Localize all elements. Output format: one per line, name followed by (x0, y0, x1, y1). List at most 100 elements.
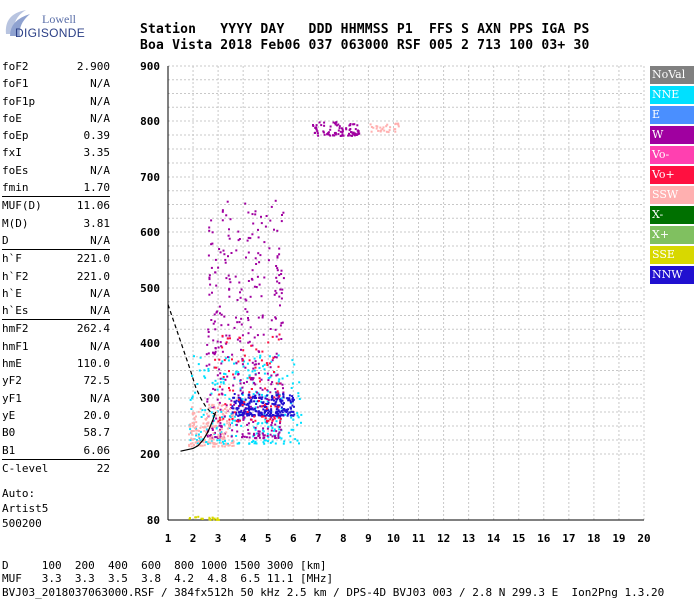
virtual-height-curve (167, 304, 216, 416)
echo-point (241, 391, 244, 394)
echo-point (290, 410, 293, 413)
param-value: 262.4 (76, 322, 110, 336)
echo-point (250, 398, 253, 401)
echo-point (235, 249, 238, 252)
echo-point (271, 381, 274, 384)
echo-point (242, 418, 245, 421)
echo-point (188, 443, 191, 446)
param-row: hmF2 262.4 (2, 320, 110, 337)
param-label: yF2 (2, 374, 22, 388)
echo-point (245, 403, 248, 406)
echo-point (231, 419, 234, 422)
echo-point (377, 129, 380, 132)
echo-point (215, 442, 218, 445)
echo-point (210, 219, 213, 222)
param-value: 221.0 (76, 269, 110, 283)
echo-point (264, 225, 267, 228)
echo-point (258, 436, 261, 439)
echo-point (287, 413, 290, 416)
echo-point (264, 421, 267, 424)
echo-point (269, 413, 271, 416)
echo-point (202, 441, 205, 444)
echo-point (261, 401, 264, 404)
echo-point (202, 422, 205, 425)
echo-point (263, 442, 266, 445)
echo-point (341, 128, 344, 131)
echo-point (267, 377, 270, 380)
echo-point (276, 398, 279, 401)
echo-point (268, 247, 271, 250)
echo-point (277, 433, 280, 436)
echo-point (292, 411, 295, 413)
echo-point (212, 322, 215, 325)
echo-point (266, 413, 268, 416)
echo-point (211, 429, 214, 431)
echo-point (249, 400, 252, 402)
param-value: 58.7 (83, 426, 111, 440)
echo-point (240, 409, 243, 412)
echo-point (276, 280, 279, 283)
x-tick-label: 3 (215, 532, 222, 545)
echo-point (214, 328, 217, 331)
echo-point (247, 332, 250, 335)
echo-point (277, 397, 280, 400)
echo-point (225, 214, 228, 217)
echo-point (282, 442, 285, 445)
echo-point (199, 444, 202, 447)
echo-point (267, 399, 270, 401)
echo-point (208, 363, 211, 366)
echo-point (207, 367, 210, 370)
echo-point (237, 360, 240, 363)
echo-point (266, 434, 269, 437)
echo-point (300, 413, 303, 416)
echo-point (255, 363, 258, 366)
echo-point (266, 389, 269, 392)
echo-point (263, 276, 266, 279)
echo-point (280, 297, 283, 300)
echo-point (282, 408, 285, 410)
echo-point (266, 432, 269, 435)
param-label: foEp (2, 129, 29, 143)
echo-point (228, 427, 231, 429)
echo-point (327, 131, 330, 134)
echo-point (269, 418, 272, 421)
echo-point (215, 417, 218, 420)
echo-point (274, 423, 277, 426)
echo-point (271, 440, 274, 443)
x-tick-label: 2 (190, 532, 197, 545)
echo-point (238, 321, 241, 324)
param-value: 72.5 (83, 374, 111, 388)
echo-point (210, 266, 213, 269)
echo-point (197, 435, 200, 438)
echo-point (255, 432, 258, 435)
echo-point (198, 369, 201, 372)
echo-point (355, 134, 358, 136)
echo-point (220, 313, 223, 316)
param-row: h`E N/A (2, 285, 110, 302)
echo-point (278, 394, 281, 397)
echo-point (237, 373, 240, 375)
echo-point (383, 129, 386, 132)
echo-point (255, 286, 258, 288)
echo-point (272, 429, 275, 432)
echo-point (275, 382, 278, 385)
echo-point (257, 316, 260, 319)
echo-point (274, 289, 277, 292)
echo-point (235, 316, 237, 319)
echo-point (211, 406, 214, 409)
echo-point (245, 407, 247, 410)
echo-point (269, 414, 272, 417)
echo-point (317, 134, 320, 137)
echo-point (266, 372, 269, 375)
echo-point (223, 372, 225, 375)
echo-point (230, 442, 233, 445)
echo-point (266, 398, 269, 401)
echo-point (316, 130, 319, 133)
echo-point (227, 435, 229, 438)
echo-point (264, 439, 267, 442)
echo-point (336, 124, 338, 127)
echo-point (201, 517, 204, 520)
echo-point (224, 439, 226, 442)
echo-point (284, 410, 287, 413)
echo-point (271, 419, 274, 422)
